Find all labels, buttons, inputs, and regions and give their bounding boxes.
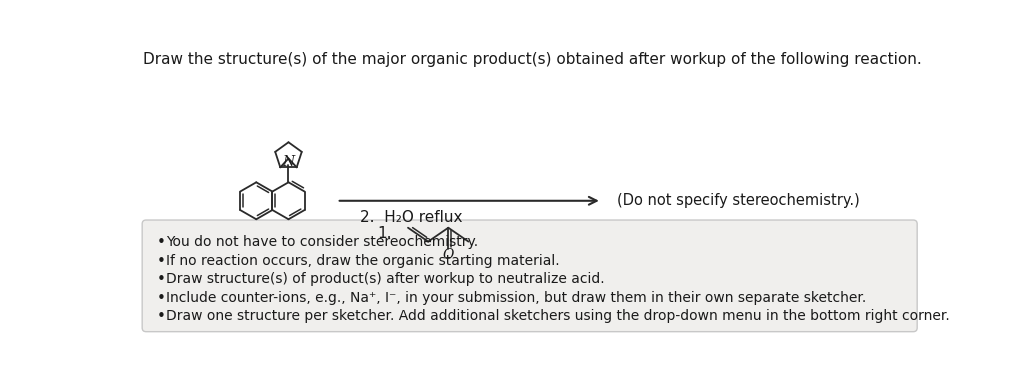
Text: •: • (157, 310, 166, 324)
Text: 1.: 1. (377, 227, 391, 241)
Text: •: • (157, 291, 166, 306)
Text: If no reaction occurs, draw the organic starting material.: If no reaction occurs, draw the organic … (166, 254, 559, 268)
Text: Include counter-ions, e.g., Na⁺, I⁻, in your submission, but draw them in their : Include counter-ions, e.g., Na⁺, I⁻, in … (166, 291, 867, 305)
FancyBboxPatch shape (142, 220, 917, 332)
Text: Draw one structure per sketcher. Add additional sketchers using the drop-down me: Draw one structure per sketcher. Add add… (166, 310, 949, 323)
Text: You do not have to consider stereochemistry.: You do not have to consider stereochemis… (166, 235, 478, 250)
Text: •: • (157, 235, 166, 250)
Text: (Do not specify stereochemistry.): (Do not specify stereochemistry.) (617, 193, 860, 208)
Text: •: • (157, 254, 166, 269)
Text: Draw the structure(s) of the major organic product(s) obtained after workup of t: Draw the structure(s) of the major organ… (143, 52, 922, 67)
Text: N: N (283, 155, 294, 169)
Text: •: • (157, 273, 166, 287)
Text: 2.  H₂O reflux: 2. H₂O reflux (360, 210, 462, 225)
Text: Draw structure(s) of product(s) after workup to neutralize acid.: Draw structure(s) of product(s) after wo… (166, 273, 605, 287)
Text: O: O (443, 248, 454, 262)
